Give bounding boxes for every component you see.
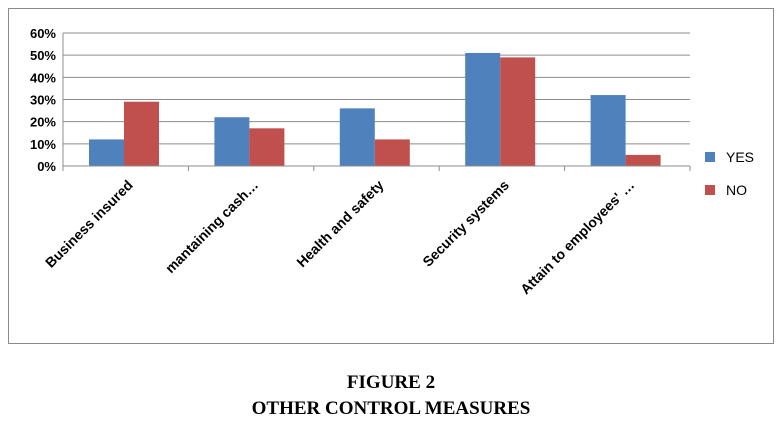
bar-no — [500, 57, 536, 167]
x-category-label: Attain to employees' … — [517, 177, 637, 297]
bar-yes — [89, 139, 124, 166]
bar-no — [249, 128, 285, 166]
y-tick-label: 20% — [30, 115, 56, 130]
bar-no — [124, 101, 159, 166]
y-tick-label: 0% — [37, 159, 56, 174]
bar-yes — [339, 108, 375, 166]
bar-no — [625, 154, 661, 166]
legend-swatch-yes — [705, 152, 715, 162]
y-tick-label: 40% — [30, 70, 56, 85]
y-tick-label: 10% — [30, 137, 56, 152]
legend-label-yes: YES — [726, 149, 754, 165]
bar-yes — [465, 52, 501, 167]
x-category-label: mantaining cash… — [162, 177, 261, 276]
legend: YES NO — [705, 149, 754, 198]
bar-yes — [214, 117, 250, 166]
axis-layer: 0% 10% 20% 30% 40% 50% 60% — [30, 26, 691, 174]
chart-frame — [8, 8, 774, 344]
bar-no — [374, 139, 410, 166]
x-category-label: Security systems — [419, 177, 512, 270]
legend-label-no: NO — [726, 182, 747, 198]
y-tick-label: 30% — [30, 93, 56, 108]
x-category-label: Health and safety — [293, 177, 386, 270]
y-tick-label: 60% — [30, 26, 56, 41]
legend-swatch-no — [705, 185, 715, 195]
label-layer: Business insured mantaining cash… Health a… — [42, 177, 637, 298]
bar-chart: 0% 10% 20% 30% 40% 50% 60% Business insured man… — [30, 26, 754, 298]
figure-title: OTHER CONTROL MEASURES — [251, 398, 531, 419]
bar-layer — [89, 52, 661, 167]
bar-yes — [590, 95, 626, 166]
figure-number: FIGURE 2 — [346, 372, 436, 393]
grid-layer — [63, 32, 690, 145]
y-tick-label: 50% — [30, 48, 56, 63]
x-category-label: Business insured — [42, 177, 136, 271]
